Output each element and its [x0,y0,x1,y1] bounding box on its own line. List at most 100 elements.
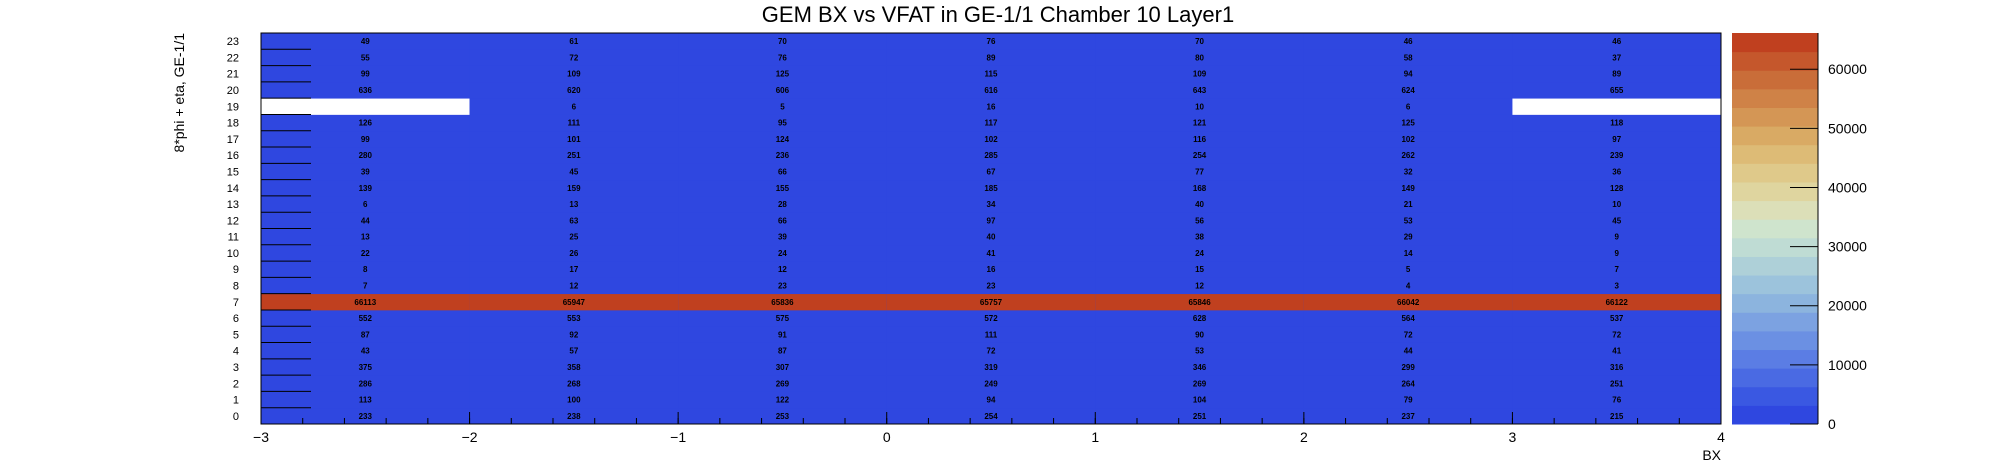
cell-value-label: 113 [359,396,372,405]
cell-value-label: 90 [1195,330,1204,339]
cell-value-label: 606 [776,86,790,95]
heatmap-cell [678,375,887,392]
x-tick-label: 0 [883,429,891,445]
heatmap-cell [1095,130,1304,148]
cell-value-label: 285 [984,151,998,160]
heatmap-cell [886,326,1096,343]
heatmap-cells [261,33,1721,425]
heatmap-cell [886,114,1096,132]
heatmap-cell [261,228,470,246]
cell-value-label: 7 [1614,265,1619,274]
cell-value-label: 55 [361,53,370,62]
y-tick-label: 16 [227,150,239,162]
x-axis: −3 −2 −1 0 1 2 3 4 [253,412,1725,445]
cell-value-label: 79 [1404,396,1413,405]
cell-value-label: 575 [776,314,790,323]
heatmap-cell [1303,98,1513,115]
color-scale-tick-label: 30000 [1828,239,1867,255]
heatmap-cell [886,147,1096,164]
heatmap-cell [1095,98,1304,115]
cell-value-label: 620 [567,86,581,95]
heatmap-cell [261,277,470,295]
heatmap-cell [469,49,679,66]
cell-value-label: 236 [776,151,790,160]
cell-value-label: 72 [569,53,578,62]
y-tick-label: 11 [228,232,239,244]
color-scale-band [1732,126,1818,146]
y-tick-label: 14 [227,183,239,195]
cell-value-label: 99 [361,135,370,144]
heatmap-cell [1303,407,1513,425]
heatmap-cell [886,130,1096,148]
y-tick-label: 0 [233,411,239,423]
heatmap-cell [1303,375,1513,392]
cell-value-label: 44 [361,216,370,225]
heatmap-cell [1512,228,1721,246]
heatmap-cell [1512,114,1721,132]
heatmap-cell [1512,375,1721,392]
cell-value-label: 125 [776,70,790,79]
cell-value-label: 552 [359,314,373,323]
heatmap-cell [1303,277,1513,295]
color-scale [1732,33,1818,425]
heatmap-cell [1095,147,1304,164]
heatmap-cell [1095,261,1304,278]
y-tick-label: 18 [227,118,239,130]
cell-value-label: 111 [568,119,581,128]
cell-value-label: 87 [361,330,370,339]
cell-value-label: 3 [1614,282,1619,291]
heatmap-cell [1095,195,1304,213]
x-tick-label: 1 [1091,429,1099,445]
heatmap-cell [1095,309,1304,327]
x-tick-label: 3 [1509,429,1517,445]
cell-value-label: 280 [359,151,373,160]
y-tick-label: 13 [227,199,239,211]
cell-value-label: 66122 [1606,298,1629,307]
color-scale-band [1732,107,1818,127]
cell-value-label: 29 [1404,233,1413,242]
heatmap-cell [469,81,679,99]
heatmap-cell [1095,326,1304,343]
color-scale-band [1732,163,1818,183]
cell-value-label: 109 [1193,70,1207,79]
cell-value-label: 358 [567,363,581,372]
y-tick-label: 19 [227,101,239,113]
heatmap-cell [886,81,1096,99]
cell-value-label: 67 [987,167,996,176]
heatmap-cell [261,407,470,425]
cell-value-label: 553 [567,314,581,323]
heatmap-cell [678,179,887,197]
cell-value-label: 97 [987,216,996,225]
heatmap-cell [886,375,1096,392]
cell-value-label: 76 [778,53,787,62]
cell-value-label: 45 [569,167,578,176]
heatmap-cell [886,261,1096,278]
heatmap-cell [469,195,679,213]
heatmap-cell [886,33,1096,50]
y-tick-label: 2 [233,378,239,390]
heatmap-cell [261,212,470,229]
heatmap-cell [261,358,470,376]
color-scale-band [1732,293,1818,313]
x-tick-label: 2 [1300,429,1308,445]
cell-value-label: 254 [1193,151,1207,160]
cell-value-label: 655 [1610,86,1624,95]
cell-value-label: 77 [1195,167,1204,176]
cell-value-label: 46 [1404,37,1413,46]
cell-value-label: 66042 [1397,298,1420,307]
cell-value-label: 13 [569,200,578,209]
cell-value-label: 45 [1612,216,1621,225]
color-scale-tick-label: 60000 [1828,61,1867,77]
color-scale-band [1732,88,1818,108]
heatmap-cell [886,391,1096,409]
cell-value-label: 66 [778,216,787,225]
cell-value-label: 61 [569,37,578,46]
heatmap-cell [261,147,470,164]
heatmap-cell [261,114,470,132]
heatmap-cell [1303,147,1513,164]
heatmap-cell [886,65,1096,83]
cell-value-label: 6 [1406,102,1411,111]
color-scale-band [1732,33,1818,53]
cell-value-label: 39 [778,233,787,242]
